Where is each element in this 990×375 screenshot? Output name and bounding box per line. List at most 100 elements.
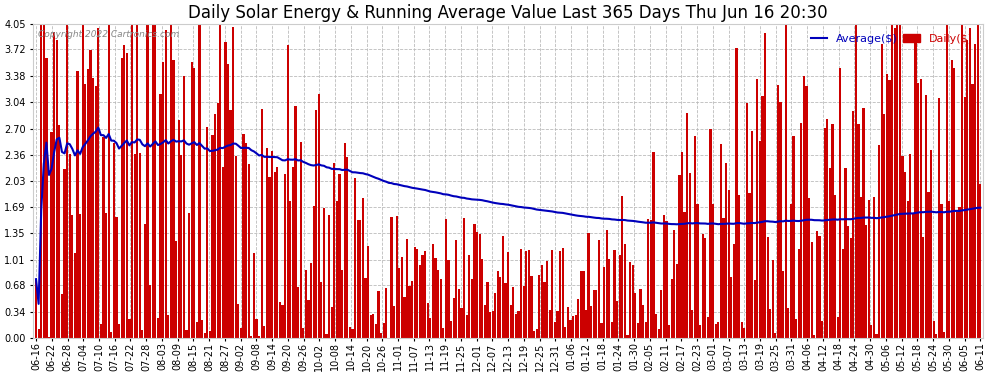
Bar <box>323 209 325 338</box>
Bar <box>377 291 379 338</box>
Bar <box>230 110 232 338</box>
Bar <box>948 201 950 338</box>
Bar <box>41 24 43 338</box>
Bar <box>136 24 139 338</box>
Bar <box>842 249 843 338</box>
Bar <box>129 320 131 338</box>
Bar <box>121 58 123 338</box>
Bar <box>561 248 563 338</box>
Bar <box>582 271 584 338</box>
Bar <box>668 326 670 338</box>
Bar <box>89 50 92 338</box>
Bar <box>917 82 919 338</box>
Bar <box>886 74 888 338</box>
Bar <box>531 276 533 338</box>
Bar <box>977 24 979 338</box>
Bar <box>411 281 413 338</box>
Bar <box>486 282 488 338</box>
Bar <box>393 306 395 338</box>
Bar <box>351 329 353 338</box>
Bar <box>499 277 502 338</box>
Bar <box>942 332 945 338</box>
Bar <box>777 85 779 338</box>
Bar <box>616 301 618 338</box>
Bar <box>185 330 187 338</box>
Bar <box>227 64 229 338</box>
Bar <box>837 317 839 338</box>
Bar <box>281 305 283 338</box>
Bar <box>246 143 248 338</box>
Bar <box>159 94 161 338</box>
Bar <box>297 287 299 338</box>
Bar <box>339 174 341 338</box>
Bar <box>55 40 57 338</box>
Bar <box>696 204 699 338</box>
Bar <box>904 172 906 338</box>
Bar <box>821 321 824 338</box>
Bar <box>294 106 297 338</box>
Bar <box>422 255 424 338</box>
Bar <box>315 110 318 338</box>
Bar <box>961 24 963 338</box>
Bar <box>840 68 842 338</box>
Bar <box>432 244 434 338</box>
Bar <box>603 267 605 338</box>
Bar <box>510 306 512 338</box>
Bar <box>920 79 922 338</box>
Bar <box>279 302 281 338</box>
Bar <box>849 238 851 338</box>
Bar <box>414 247 416 338</box>
Bar <box>670 279 673 338</box>
Bar <box>902 156 904 338</box>
Bar <box>766 237 768 338</box>
Bar <box>637 323 639 338</box>
Bar <box>144 224 147 338</box>
Bar <box>403 297 406 338</box>
Bar <box>909 154 912 338</box>
Bar <box>336 201 338 338</box>
Bar <box>463 218 465 338</box>
Bar <box>58 124 60 338</box>
Bar <box>787 308 789 338</box>
Bar <box>211 135 214 338</box>
Bar <box>123 45 126 338</box>
Bar <box>356 220 358 338</box>
Bar <box>870 325 872 338</box>
Bar <box>313 206 315 338</box>
Bar <box>865 225 867 338</box>
Title: Daily Solar Energy & Running Average Value Last 365 Days Thu Jun 16 20:30: Daily Solar Energy & Running Average Val… <box>188 4 828 22</box>
Bar <box>419 266 421 338</box>
Bar <box>678 175 680 338</box>
Bar <box>574 315 577 338</box>
Bar <box>556 311 558 338</box>
Bar <box>891 24 893 338</box>
Bar <box>348 327 351 338</box>
Bar <box>629 262 632 338</box>
Bar <box>354 178 356 338</box>
Bar <box>878 146 880 338</box>
Bar <box>131 24 133 338</box>
Bar <box>385 288 387 338</box>
Bar <box>193 68 195 338</box>
Bar <box>102 137 105 338</box>
Bar <box>590 306 592 338</box>
Bar <box>142 330 144 338</box>
Bar <box>367 246 369 338</box>
Bar <box>344 143 346 338</box>
Bar <box>346 157 348 338</box>
Bar <box>528 250 530 338</box>
Bar <box>741 322 742 338</box>
Bar <box>118 324 120 338</box>
Bar <box>595 291 598 338</box>
Bar <box>286 45 289 338</box>
Bar <box>585 310 587 338</box>
Bar <box>922 237 925 338</box>
Bar <box>969 28 971 338</box>
Bar <box>832 124 834 338</box>
Bar <box>248 164 249 338</box>
Bar <box>813 335 816 338</box>
Bar <box>334 162 336 338</box>
Bar <box>450 321 452 338</box>
Bar <box>536 329 538 338</box>
Bar <box>860 197 862 338</box>
